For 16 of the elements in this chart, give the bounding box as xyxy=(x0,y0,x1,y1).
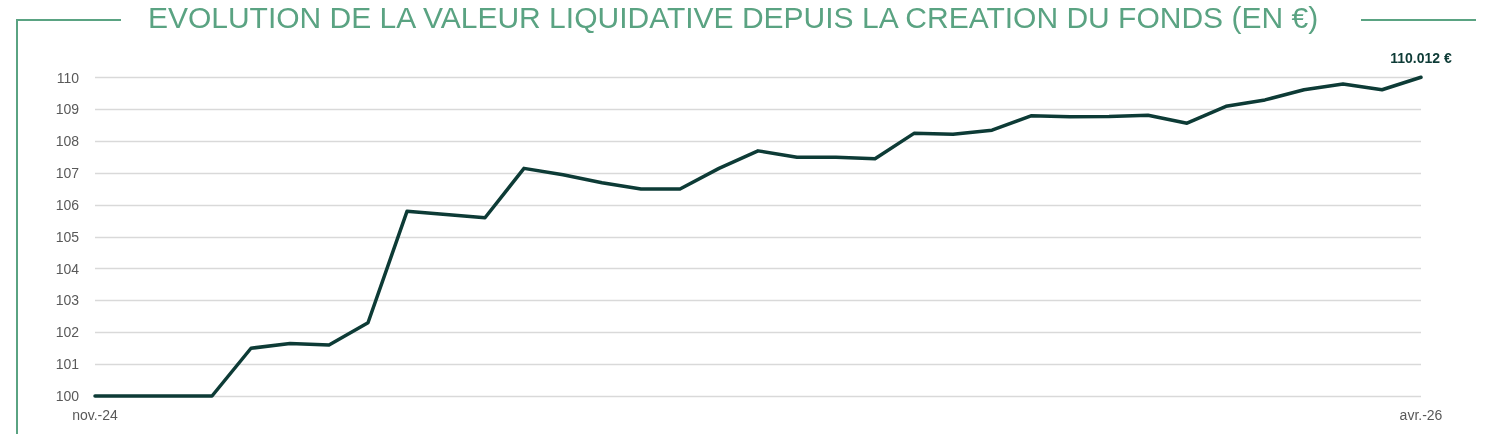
y-tick-label: 105 xyxy=(55,228,80,245)
x-tick-label: nov.-24 xyxy=(72,407,119,423)
chart-title: EVOLUTION DE LA VALEUR LIQUIDATIVE DEPUIS LA CREATION DU FONDS (EN €) xyxy=(147,0,1319,36)
y-tick-label: 108 xyxy=(55,133,80,150)
y-tick-label: 107 xyxy=(55,165,80,182)
y-tick-label: 102 xyxy=(55,324,80,341)
y-tick-label: 110 xyxy=(56,69,80,86)
line-series xyxy=(93,75,1423,398)
y-tick-label: 106 xyxy=(55,196,80,213)
y-tick-label: 101 xyxy=(55,356,80,373)
x-tick-label: avr.-26 xyxy=(1399,407,1443,423)
y-tick-label: 100 xyxy=(55,388,80,404)
y-tick-label: 103 xyxy=(55,292,80,309)
data-label: 110.012 € xyxy=(1390,50,1452,67)
y-tick-label: 109 xyxy=(55,101,80,118)
y-tick-label: 104 xyxy=(55,260,80,277)
